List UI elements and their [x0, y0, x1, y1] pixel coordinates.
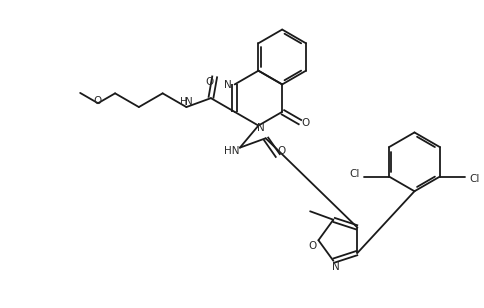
Text: O: O — [308, 241, 317, 251]
Text: N: N — [185, 97, 193, 107]
Text: O: O — [206, 77, 214, 87]
Text: N: N — [224, 80, 232, 91]
Text: N: N — [257, 123, 264, 132]
Text: Cl: Cl — [349, 168, 360, 179]
Text: H: H — [180, 97, 187, 107]
Text: Cl: Cl — [469, 174, 480, 184]
Text: O: O — [93, 96, 101, 106]
Text: O: O — [277, 146, 286, 156]
Text: O: O — [302, 118, 310, 128]
Text: N: N — [333, 261, 340, 272]
Text: HN: HN — [224, 146, 240, 156]
